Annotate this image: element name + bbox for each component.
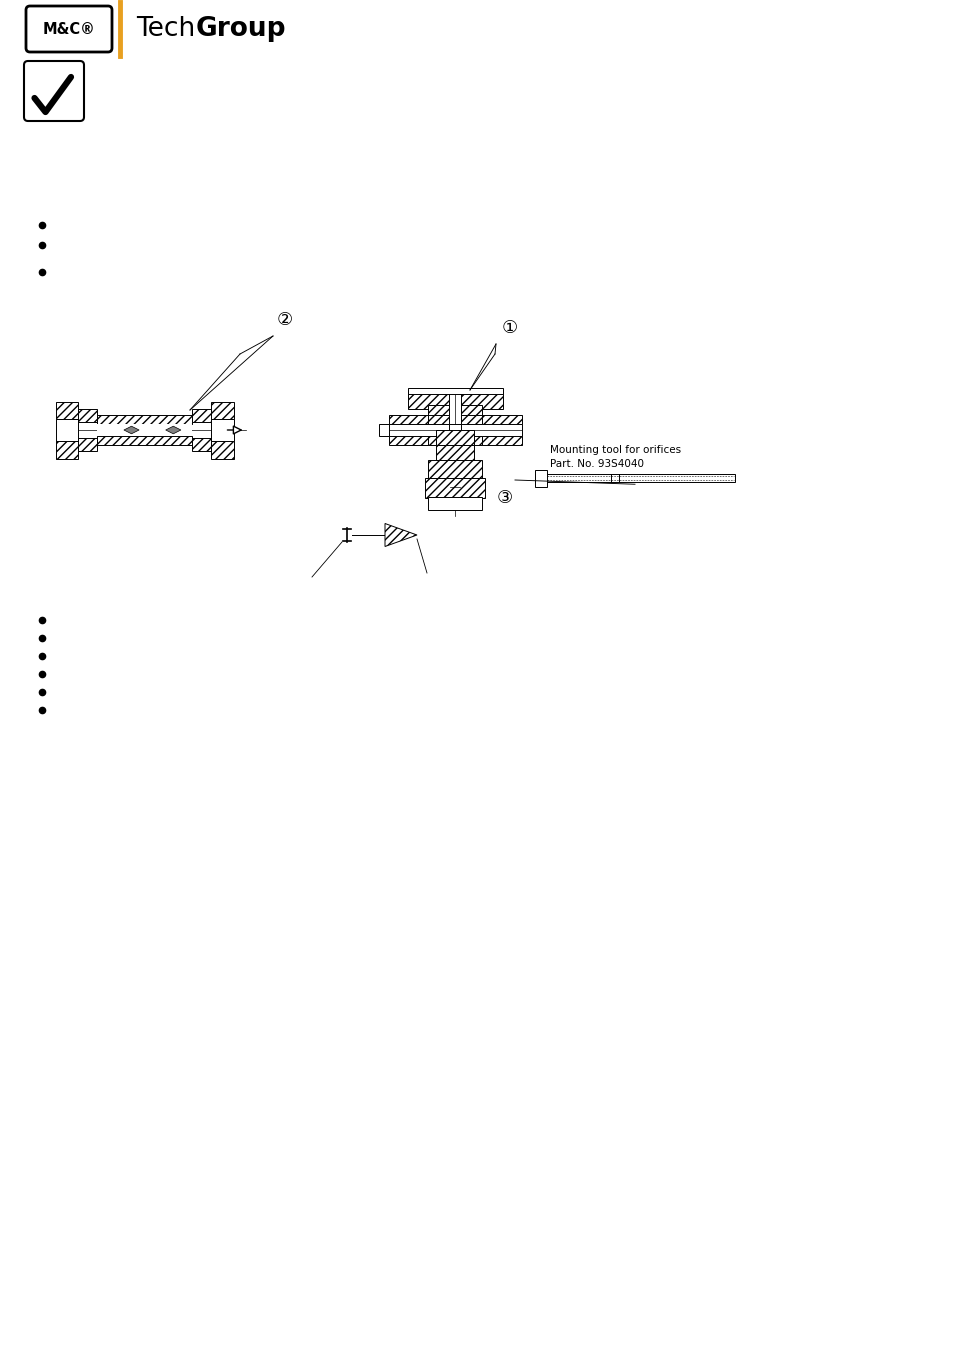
Polygon shape (385, 524, 416, 547)
Bar (460, 405, 481, 418)
Bar (460, 390, 502, 409)
Bar (378, 424, 388, 436)
Bar (97, 414, 193, 424)
Bar (436, 431, 474, 446)
Text: Part. No. 93S4040: Part. No. 93S4040 (550, 459, 643, 468)
Bar (428, 414, 449, 424)
Bar (535, 474, 734, 482)
Bar (193, 409, 211, 423)
Bar (460, 414, 481, 424)
Bar (449, 424, 460, 436)
Bar (388, 414, 428, 424)
Bar (481, 436, 521, 446)
Bar (460, 436, 481, 446)
Bar (193, 437, 211, 451)
Bar (388, 436, 428, 446)
Bar (211, 401, 233, 418)
Bar (436, 446, 474, 460)
Text: ③: ③ (497, 489, 513, 508)
Polygon shape (166, 427, 181, 433)
Bar (535, 470, 546, 486)
Bar (211, 441, 233, 459)
Bar (78, 437, 97, 451)
Bar (428, 460, 481, 478)
Bar (97, 436, 193, 446)
Bar (97, 424, 193, 436)
Bar (428, 436, 449, 446)
Bar (55, 441, 78, 459)
Bar (424, 478, 485, 498)
Bar (55, 418, 78, 441)
Bar (428, 405, 449, 418)
Bar (428, 497, 481, 510)
Bar (407, 389, 502, 394)
Text: Mounting tool for orifices: Mounting tool for orifices (550, 446, 680, 455)
Text: Group: Group (195, 16, 286, 42)
Bar (481, 414, 521, 424)
Bar (78, 409, 97, 423)
Bar (407, 390, 449, 409)
Bar (55, 401, 78, 418)
Text: M&C®: M&C® (42, 22, 94, 36)
Bar (211, 418, 233, 441)
FancyBboxPatch shape (26, 5, 112, 53)
FancyBboxPatch shape (24, 61, 84, 122)
Text: ②: ② (276, 310, 293, 329)
Text: Tech: Tech (136, 16, 195, 42)
Polygon shape (124, 427, 139, 433)
Text: ①: ① (501, 319, 517, 338)
